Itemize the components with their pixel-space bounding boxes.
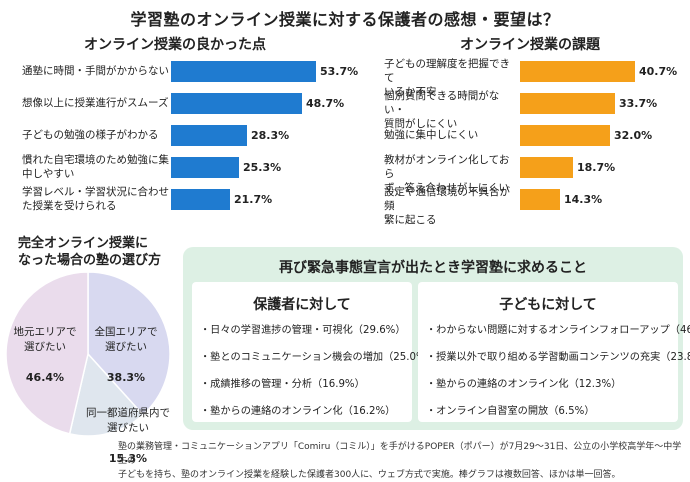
issue-bar-3 bbox=[520, 157, 573, 178]
issue-label-2: 勉強に集中しにくい bbox=[384, 129, 479, 141]
good-points-title: オンライン授業の良かった点 bbox=[84, 37, 266, 53]
parents-request-item-1: ・塾とのコミュニケーション機会の増加（25.0%） bbox=[200, 352, 436, 363]
pie-slice-1 bbox=[68, 352, 145, 437]
good-point-value-2: 28.3% bbox=[251, 129, 290, 142]
good-point-label-2: 子どもの勉強の様子がわかる bbox=[22, 129, 159, 141]
children-request-item-3: ・オンライン自習室の開放（6.5%） bbox=[426, 406, 595, 417]
children-box: 子どもに対して ・わからない問題に対するオンラインフォローアップ（46.2%）・… bbox=[418, 282, 690, 422]
pie-value-nationwide: 38.3% bbox=[106, 371, 146, 384]
parents-request-item-3: ・塾からの連絡のオンライン化（16.2%） bbox=[200, 406, 396, 417]
issue-value-0: 40.7% bbox=[639, 65, 678, 78]
pie-slice-2 bbox=[5, 271, 89, 435]
good-point-label-0: 通塾に時間・手間がかからない bbox=[22, 65, 169, 77]
parents-box: 保護者に対して ・日々の学習進捗の管理・可視化（29.6%） ・塾とのコミュニケー… bbox=[192, 282, 436, 422]
issue-value-1: 33.7% bbox=[619, 97, 658, 110]
pie-title: 完全オンライン授業に なった場合の塾の選び方 bbox=[18, 236, 162, 268]
good-point-bar-0 bbox=[171, 61, 316, 82]
issue-bar-0 bbox=[520, 61, 635, 82]
page-title: 学習塾のオンライン授業に対する保護者の感想・要望は？ bbox=[130, 10, 560, 29]
issue-bar-2 bbox=[520, 125, 610, 146]
parents-request-item-0: ・日々の学習進捗の管理・可視化（29.6%） bbox=[200, 325, 406, 336]
parents-list: ・日々の学習進捗の管理・可視化（29.6%） ・塾とのコミュニケーション機会の増加… bbox=[192, 314, 436, 419]
good-point-value-4: 21.7% bbox=[234, 193, 273, 206]
good-point-bar-2 bbox=[171, 125, 247, 146]
children-list: ・わからない問題に対するオンラインフォローアップ（46.2%） ・授業以外で取り組… bbox=[418, 314, 690, 419]
good-point-bar-1 bbox=[171, 93, 302, 114]
pie-label-prefecture-text: 同一都道府県内で 選びたい bbox=[86, 407, 170, 434]
good-point-value-1: 48.7% bbox=[306, 97, 345, 110]
issue-label-0: 子どもの理解度を把握できて いるか不安 bbox=[384, 58, 510, 98]
good-point-bar-4 bbox=[171, 189, 230, 210]
issue-value-2: 32.0% bbox=[614, 129, 653, 142]
good-point-label-1: 想像以上に授業進行がスムーズ bbox=[22, 97, 169, 109]
pie-svg bbox=[5, 271, 171, 437]
footnote: 塾の業務管理・コミュニケーションアプリ「Comiru（コミル）」を手がけるPOP… bbox=[118, 442, 682, 480]
good-point-bar-3 bbox=[171, 157, 239, 178]
children-request-item-0: ・わからない問題に対するオンラインフォローアップ（46.2%） bbox=[426, 325, 690, 336]
parents-heading: 保護者に対して bbox=[253, 297, 351, 313]
good-point-value-3: 25.3% bbox=[243, 161, 282, 174]
issue-label-4: 設定や通信環境の不具合が頻 繁に起こる bbox=[384, 186, 510, 226]
pie-label-nationwide-text: 全国エリアで 選びたい bbox=[94, 326, 158, 353]
issue-value-4: 14.3% bbox=[564, 193, 603, 206]
issue-bar-4 bbox=[520, 189, 560, 210]
issue-bar-1 bbox=[520, 93, 615, 114]
issue-value-3: 18.7% bbox=[577, 161, 616, 174]
pie-value-prefecture: 15.3% bbox=[108, 452, 148, 465]
pie-label-nationwide: 全国エリアで 選びたい 38.3% bbox=[85, 310, 167, 386]
pie-value-local: 46.4% bbox=[25, 371, 65, 384]
good-point-value-0: 53.7% bbox=[320, 65, 359, 78]
good-point-label-3: 慣れた自宅環境のため勉強に集 中しやすい bbox=[22, 154, 169, 180]
requests-title: 再び緊急事態宣言が出たとき学習塾に求めること bbox=[279, 260, 587, 276]
parents-request-item-2: ・成績推移の管理・分析（16.9%） bbox=[200, 379, 365, 390]
issue-label-3: 教材がオンライン化しておら ず、答え合わせがしにくい bbox=[384, 154, 510, 194]
pie-label-prefecture: 同一都道府県内で 選びたい 15.3% bbox=[78, 391, 178, 467]
children-request-item-2: ・塾からの連絡のオンライン化（12.3%） bbox=[426, 379, 622, 390]
children-heading: 子どもに対して bbox=[499, 297, 597, 313]
children-request-item-1: ・授業以外で取り組める学習動画コンテンツの充実（23.8%） bbox=[426, 352, 690, 363]
issue-label-1: 個別質問できる時間がない・ 質問がしにくい bbox=[384, 90, 500, 130]
issues-title: オンライン授業の課題 bbox=[460, 37, 600, 53]
pie-slice-0 bbox=[87, 271, 171, 416]
good-point-label-4: 学習レベル・学習状況に合わせ た授業を受けられる bbox=[22, 186, 169, 212]
pie-label-local-text: 地元エリアで 選びたい bbox=[13, 326, 77, 353]
pie-label-local: 地元エリアで 選びたい 46.4% bbox=[6, 310, 84, 386]
